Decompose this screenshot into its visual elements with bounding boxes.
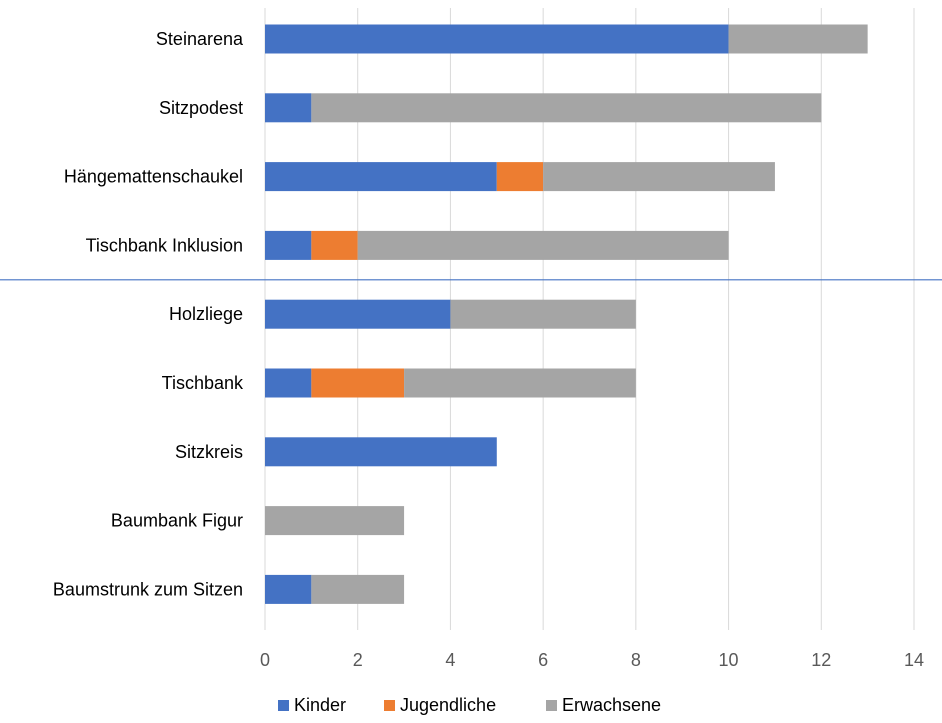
legend-swatch-erwachsene [546, 700, 557, 711]
category-label: Baumstrunk zum Sitzen [53, 579, 243, 599]
bar-segment-kinder [265, 24, 729, 54]
bar-segment-erwachsene [728, 24, 868, 54]
x-tick-label: 6 [538, 650, 548, 670]
legend-swatch-kinder [278, 700, 289, 711]
legend-label: Erwachsene [562, 695, 661, 715]
x-tick-label: 0 [260, 650, 270, 670]
bar-segment-kinder [265, 368, 312, 398]
category-label: Hängemattenschaukel [64, 167, 243, 187]
x-tick-label: 8 [631, 650, 641, 670]
x-tick-label: 10 [719, 650, 739, 670]
legend-swatch-jugendliche [384, 700, 395, 711]
category-label: Tischbank [162, 373, 244, 393]
bar-segment-erwachsene [543, 162, 775, 192]
bar-segment-kinder [265, 574, 312, 604]
bar-segment-jugendliche [311, 230, 358, 260]
bar-segment-erwachsene [404, 368, 636, 398]
bar-segment-jugendliche [496, 162, 544, 192]
bars [265, 24, 868, 604]
bar-segment-kinder [265, 230, 312, 260]
bar-segment-erwachsene [311, 574, 405, 604]
x-tick-label: 4 [445, 650, 455, 670]
category-label: Tischbank Inklusion [86, 235, 243, 255]
bar-segment-kinder [265, 93, 312, 123]
bar-segment-erwachsene [265, 506, 405, 536]
bar-segment-erwachsene [311, 93, 822, 123]
bar-segment-kinder [265, 162, 497, 192]
x-tick-label: 12 [811, 650, 831, 670]
bar-segment-kinder [265, 437, 497, 467]
category-label: Steinarena [156, 29, 244, 49]
bar-segment-kinder [265, 299, 451, 329]
bar-segment-erwachsene [450, 299, 636, 329]
legend: Kinder Jugendliche Erwachsene [278, 695, 661, 715]
category-labels: Steinarena Sitzpodest Hängemattenschaukel T… [53, 29, 244, 599]
category-label: Sitzkreis [175, 442, 243, 462]
bar-segment-erwachsene [357, 230, 729, 260]
category-label: Holzliege [169, 304, 243, 324]
x-tick-labels: 0 2 4 6 8 10 12 14 [260, 650, 924, 670]
category-label: Sitzpodest [159, 98, 243, 118]
category-label: Baumbank Figur [111, 511, 243, 531]
legend-label: Kinder [294, 695, 346, 715]
bar-segment-jugendliche [311, 368, 405, 398]
legend-label: Jugendliche [400, 695, 496, 715]
x-tick-label: 14 [904, 650, 924, 670]
x-tick-label: 2 [353, 650, 363, 670]
